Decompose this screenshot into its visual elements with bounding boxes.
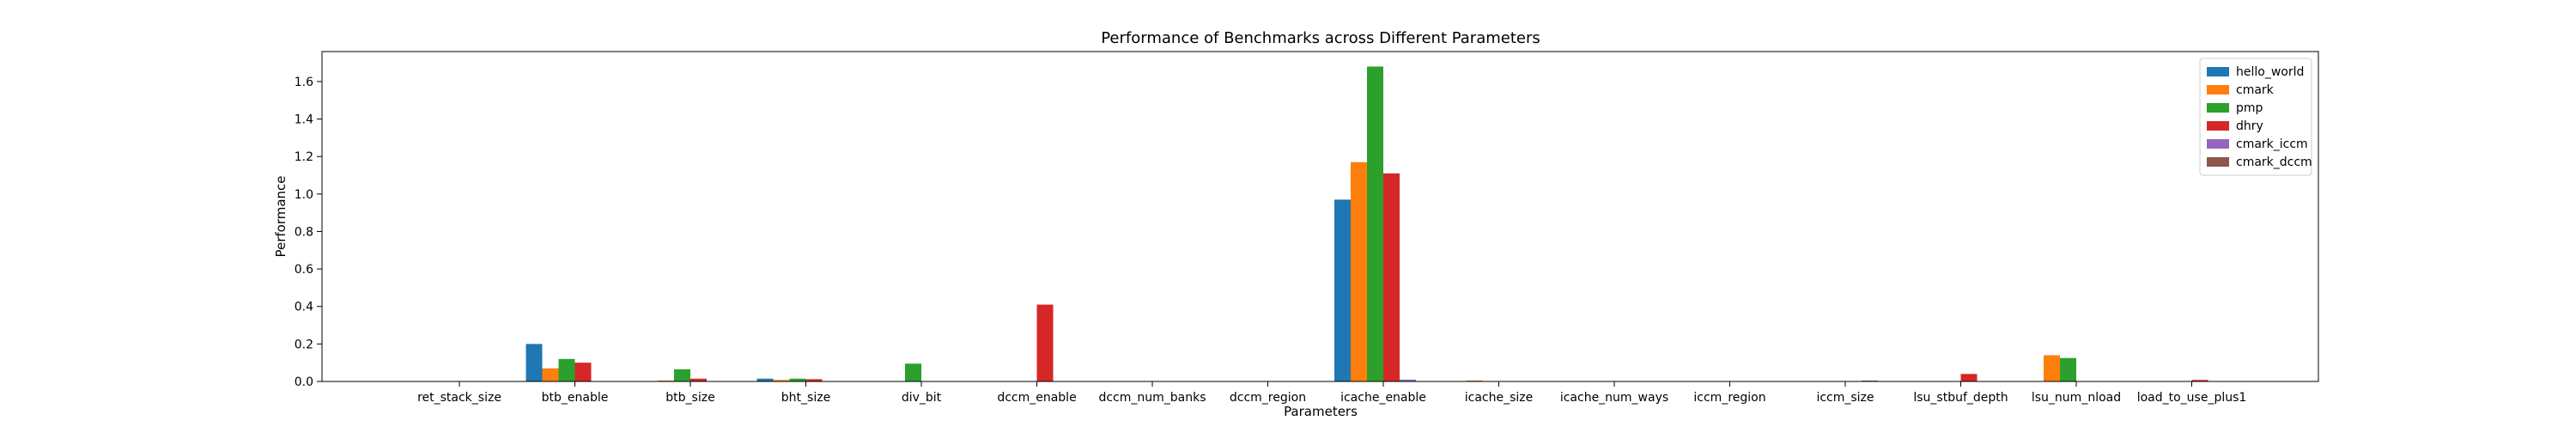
bar-cmark-lsu_num_nload [2044,355,2060,381]
bar-dhry-bht_size [805,379,823,381]
x-tick-label: dccm_region [1230,391,1306,405]
y-axis-label: Performance [273,175,289,257]
legend-swatch-hello_world [2207,67,2229,76]
bar-dhry-btb_enable [574,363,592,381]
bar-cmark-icache_enable [1351,162,1367,381]
legend-swatch-dhry [2207,121,2229,131]
bar-dhry-load_to_use_plus1 [2191,380,2208,381]
x-axis-label: Parameters [1284,404,1358,419]
bar-dhry-icache_enable [1383,173,1400,381]
bar-pmp-icache_enable [1367,66,1383,382]
chart-title: Performance of Benchmarks across Differe… [1101,29,1540,47]
y-tick-label: 0.2 [295,338,313,351]
bar-hello_world-btb_enable [526,344,543,381]
x-tick-label: ret_stack_size [417,391,501,405]
x-tick-label: lsu_num_nload [2032,391,2121,405]
bar-cmark-btb_enable [542,368,559,381]
x-tick-label: icache_enable [1340,391,1426,405]
legend-label-pmp: pmp [2236,101,2263,115]
x-tick-label: icache_size [1465,391,1534,405]
plot-area-frame [321,51,2319,382]
legend-label-cmark: cmark [2236,83,2275,97]
bar-pmp-btb_enable [558,358,575,381]
bar-dhry-btb_size [690,378,707,381]
legend-label-dhry: dhry [2236,119,2263,133]
x-tick-label: iccm_size [1816,391,1874,405]
legend-label-cmark_iccm: cmark_iccm [2236,137,2308,151]
x-tick-label: btb_enable [542,391,609,405]
x-tick-label: lsu_stbuf_depth [1913,391,2008,405]
y-tick-label: 0.0 [295,375,313,389]
bar-cmark_iccm-icache_enable [1400,379,1416,381]
y-tick-label: 1.6 [295,76,313,89]
bar-pmp-div_bit [905,363,921,381]
y-tick-label: 1.2 [295,150,313,164]
legend-label-cmark_dccm: cmark_dccm [2236,156,2312,169]
legend-swatch-cmark_iccm [2207,139,2229,149]
y-axis: 0.0 0.2 0.4 0.6 0.8 1.0 1.2 1.4 1.6 [295,76,322,389]
y-tick-label: 0.6 [295,263,313,277]
legend-swatch-cmark_dccm [2207,157,2229,167]
bar-dhry-dccm_enable [1036,304,1054,381]
legend-label-hello_world: hello_world [2236,65,2304,79]
y-tick-label: 1.0 [295,188,313,202]
bar-pmp-lsu_num_nload [2060,357,2076,381]
x-tick-label: load_to_use_plus1 [2137,391,2247,405]
bar-cmark-bht_size [773,380,790,381]
bar-pmp-bht_size [789,378,806,381]
x-tick-label: btb_size [665,391,714,405]
x-tick-label: icache_num_ways [1560,391,1668,405]
x-tick-label: iccm_region [1693,391,1765,405]
bar-dhry-lsu_stbuf_depth [1960,374,1978,381]
bar-hello_world-bht_size [756,378,774,381]
x-axis: ret_stack_size btb_enable btb_size bht_size… [417,381,2246,405]
bar-hello_world-icache_enable [1334,199,1351,381]
x-tick-label: div_bit [902,391,942,405]
bars-layer [526,66,2208,382]
y-tick-label: 1.4 [295,113,313,127]
legend-swatch-pmp [2207,103,2229,113]
x-tick-label: bht_size [781,391,830,405]
legend-swatch-cmark [2207,85,2229,95]
bar-pmp-btb_size [674,369,690,381]
y-tick-label: 0.8 [295,225,313,239]
x-tick-label: dccm_enable [997,391,1076,405]
y-tick-label: 0.4 [295,301,313,314]
x-tick-label: dccm_num_banks [1098,391,1206,405]
